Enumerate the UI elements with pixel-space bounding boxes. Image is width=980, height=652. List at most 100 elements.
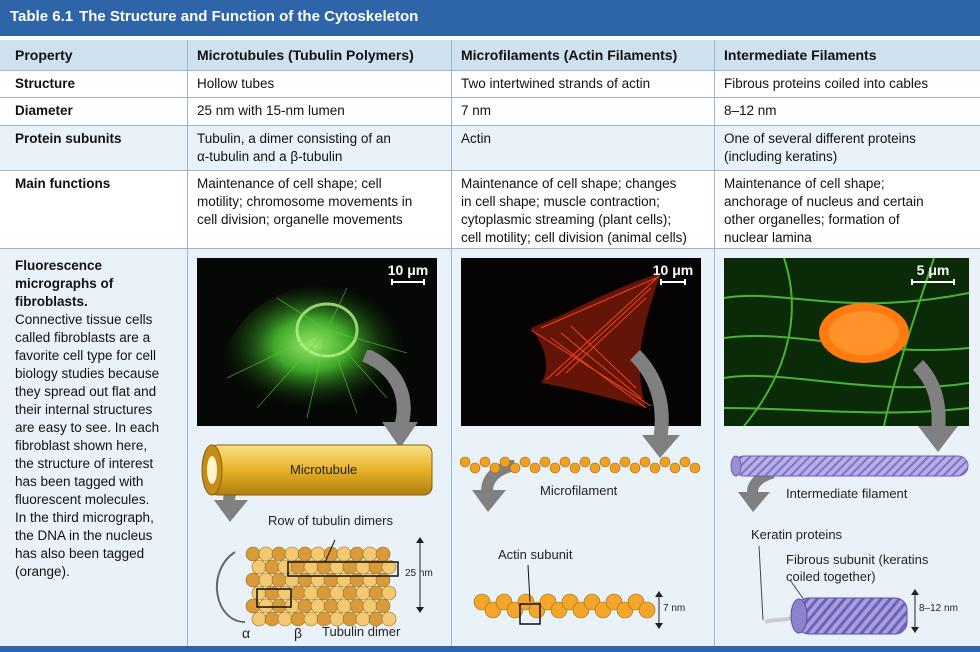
bottom-rule [0, 646, 980, 652]
actin-bead-chain [473, 564, 656, 625]
actin-strand-bead [629, 462, 641, 474]
tubulin-bead [284, 598, 300, 614]
actin-strand-bead [689, 462, 701, 474]
tubulin-bead [251, 611, 267, 627]
fibrous-subunit-label: Fibrous subunit (keratins coiled togethe… [786, 551, 928, 585]
actin-strand-bead [460, 456, 471, 468]
description-line: called fibroblasts are a [15, 330, 151, 345]
tubulin-bead [277, 611, 293, 627]
cell-microfilaments-subunits: Actin [461, 131, 492, 146]
tubulin-bead [336, 598, 352, 614]
text-line: other organelles; formation of [724, 212, 900, 227]
description-line: fluorescent molecules. [15, 492, 150, 507]
tubulin-bead [362, 546, 378, 562]
description-line: biology studies because [15, 366, 160, 381]
cell-microtubules-subunits: Tubulin, a dimer consisting of an α-tubu… [197, 130, 391, 166]
text-line: One of several different proteins [724, 131, 916, 146]
intermediate-size-label: 8–12 nm [919, 603, 958, 614]
text-line: Maintenance of cell shape; cell [197, 176, 382, 191]
keratin-proteins-label: Keratin proteins [751, 527, 843, 542]
actin-strand-bead [519, 456, 531, 468]
actin-strand-bead [549, 462, 561, 474]
header-property: Property [15, 47, 73, 63]
tubulin-bead [245, 598, 261, 614]
tubulin-dimer-label: Tubulin dimer [322, 624, 401, 639]
dimension-bracket [655, 591, 663, 629]
text-line: anchorage of nucleus and certain [724, 194, 924, 209]
microfilament-label: Microfilament [540, 483, 618, 498]
tubulin-bead [264, 611, 280, 627]
actin-strand-bead [579, 456, 591, 468]
actin-strand-bead [599, 456, 611, 468]
cell-intermediate-subunits: One of several different proteins (inclu… [724, 130, 916, 166]
microtubule-label: Microtubule [290, 462, 358, 477]
actin-strand-bead [639, 456, 651, 468]
actin-subunit-label: Actin subunit [498, 547, 573, 562]
tubulin-bead [258, 572, 274, 588]
tubulin-bead [264, 585, 280, 601]
description-line: favorite cell type for cell [15, 348, 157, 363]
actin-strand-bead [559, 456, 571, 468]
row-tint-protein [0, 126, 980, 170]
column-rule [714, 40, 715, 646]
arrow-icon [472, 460, 517, 512]
actin-strand-bead [569, 462, 581, 474]
tubulin-bead [284, 546, 300, 562]
tubulin-bead [310, 546, 326, 562]
tubulin-bead [381, 585, 397, 601]
tubulin-bead [329, 585, 345, 601]
cell-microfilaments-diameter: 7 nm [461, 103, 492, 118]
text-line: cell division; organelle movements [197, 212, 403, 227]
tubulin-bead [310, 598, 326, 614]
scale-bar-3: 5 μm [906, 262, 960, 285]
tubulin-bead [375, 572, 391, 588]
actin-strand-bead [679, 456, 691, 468]
scale-bar-label: 10 μm [387, 262, 429, 278]
tubulin-bead [323, 572, 339, 588]
cell-microtubules-diameter: 25 nm with 15-nm lumen [197, 103, 345, 118]
actin-strand-bead [469, 462, 481, 474]
arrow-icon [912, 360, 958, 452]
tubulin-bead [349, 572, 365, 588]
text-line: motility; chromosome movements in [197, 194, 413, 209]
tubulin-bead [251, 585, 267, 601]
cell-intermediate-structure: Fibrous proteins coiled into cables [724, 76, 929, 91]
tubulin-bead [264, 559, 280, 575]
rule [0, 125, 980, 126]
tubulin-bead [251, 559, 267, 575]
actin-strand-bead [489, 462, 501, 474]
text-line: Fibrous subunit (keratins [786, 552, 929, 567]
dimension-bracket [416, 537, 424, 613]
tubulin-bead [271, 546, 287, 562]
actin-strand-bead [479, 456, 491, 468]
tubulin-bead [297, 598, 313, 614]
tubulin-bead [362, 572, 378, 588]
table-title-text: The Structure and Function of the Cytosk… [79, 8, 419, 25]
cell-microtubules-functions: Maintenance of cell shape; cell motility… [197, 175, 412, 229]
description-line: their internal structures [15, 402, 153, 417]
micrograph-intermediate [724, 258, 969, 426]
table-number: Table 6.1 [10, 8, 74, 25]
description-line: has been tagged with [15, 474, 144, 489]
cell-microtubules-structure: Hollow tubes [197, 76, 275, 91]
tubulin-bead [349, 598, 365, 614]
tubulin-bead [290, 585, 306, 601]
text-line: Maintenance of cell shape; [724, 176, 885, 191]
tubulin-bead [323, 598, 339, 614]
cell-property-subunits: Protein subunits [15, 131, 122, 146]
table-title-bar: Table 6.1 The Structure and Function of t… [0, 0, 980, 36]
tubulin-bead [277, 585, 293, 601]
description-line: has also been tagged [15, 546, 145, 561]
actin-strand-bead [589, 462, 601, 474]
microtubule-tube [201, 444, 433, 496]
tubulin-bead [245, 546, 261, 562]
header-intermediate: Intermediate Filaments [724, 47, 877, 63]
tubulin-bead [258, 546, 274, 562]
description-line: are easy to see. In each [15, 420, 160, 435]
tubulin-bead [303, 585, 319, 601]
description-line: In the third micrograph, [15, 510, 154, 525]
actin-strand-bead [619, 456, 631, 468]
tubulin-bead [375, 598, 391, 614]
text-line: Tubulin, a dimer consisting of an [197, 131, 391, 146]
scale-bar-line [391, 279, 425, 285]
